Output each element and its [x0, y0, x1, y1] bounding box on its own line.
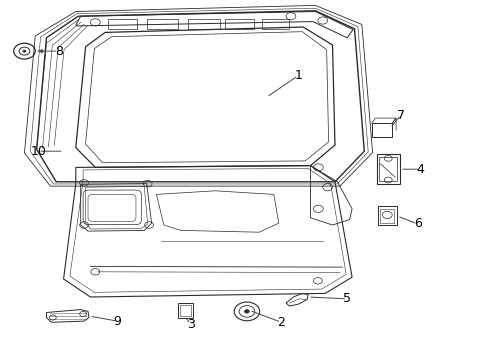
Bar: [107, 19, 137, 29]
Text: 8: 8: [55, 45, 62, 58]
Text: 2: 2: [277, 316, 285, 329]
Text: 1: 1: [294, 69, 302, 82]
Bar: [146, 19, 178, 29]
Text: 6: 6: [413, 217, 421, 230]
Bar: [261, 19, 288, 29]
Text: 10: 10: [30, 145, 46, 158]
Text: 7: 7: [396, 109, 404, 122]
Bar: [180, 305, 191, 316]
Text: 9: 9: [113, 315, 121, 328]
Bar: [376, 154, 399, 184]
Circle shape: [244, 310, 249, 313]
Text: 3: 3: [186, 318, 194, 330]
Bar: [379, 157, 396, 181]
Text: 5: 5: [343, 292, 350, 305]
Text: 4: 4: [416, 163, 424, 176]
Bar: [178, 303, 193, 318]
Bar: [188, 19, 220, 29]
Bar: [377, 206, 396, 225]
Circle shape: [23, 50, 26, 52]
Bar: [224, 19, 254, 29]
Bar: [379, 209, 393, 223]
Bar: [371, 123, 391, 137]
